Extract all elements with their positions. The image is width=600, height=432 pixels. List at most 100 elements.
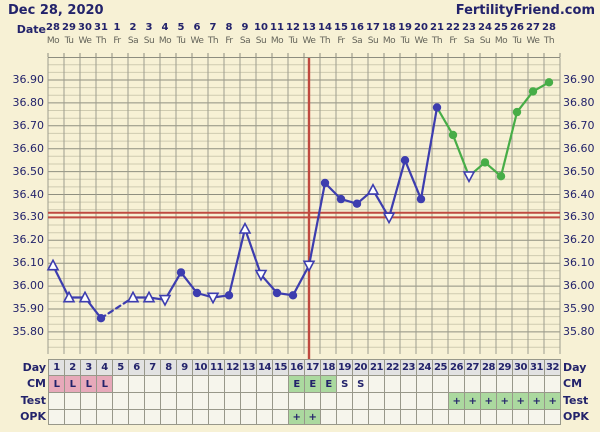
- opk-cell-7: [145, 410, 161, 425]
- day-cell-24[interactable]: 24: [417, 360, 433, 376]
- weekday-cell: Sa: [239, 36, 251, 46]
- data-point-day-1[interactable]: [46, 258, 60, 271]
- day-cell-2[interactable]: 2: [65, 360, 81, 376]
- row-label-right-cm: CM: [563, 377, 583, 390]
- data-point-day-30[interactable]: [512, 107, 522, 117]
- day-cell-32[interactable]: 32: [545, 360, 561, 376]
- data-point-day-14[interactable]: [254, 269, 268, 282]
- fertilityfriend-link[interactable]: FertilityFriend.com: [455, 3, 595, 18]
- cm-cell-16: E: [289, 376, 305, 393]
- date-cell: 30: [78, 22, 92, 33]
- data-point-day-22[interactable]: [382, 212, 396, 225]
- day-cell-5[interactable]: 5: [113, 360, 129, 376]
- data-point-day-21[interactable]: [366, 182, 380, 195]
- day-cell-1[interactable]: 1: [49, 360, 65, 376]
- date-cell: 19: [398, 22, 412, 33]
- cm-cell-14: [257, 376, 273, 393]
- opk-cell-20: [353, 410, 369, 425]
- data-point-day-9[interactable]: [176, 268, 186, 277]
- cm-cell-30: [513, 376, 529, 393]
- data-point-day-24[interactable]: [416, 194, 426, 204]
- opk-cell-31: [529, 410, 545, 425]
- day-cell-15[interactable]: 15: [273, 360, 289, 376]
- data-point-day-19[interactable]: [336, 194, 346, 204]
- test-cell-8: [161, 393, 177, 410]
- weekday-cell: We: [190, 36, 204, 46]
- test-cell-31: +: [529, 393, 545, 410]
- opk-cell-16: +: [289, 410, 305, 425]
- day-cell-16[interactable]: 16: [289, 360, 305, 376]
- opk-cell-1: [49, 410, 65, 425]
- data-point-day-10[interactable]: [192, 288, 202, 298]
- date-cell: 7: [209, 22, 217, 33]
- data-point-day-2[interactable]: [62, 290, 76, 303]
- data-point-day-29[interactable]: [496, 172, 506, 181]
- day-cell-11[interactable]: 11: [209, 360, 225, 376]
- date-cell: 28: [46, 22, 60, 33]
- data-point-day-25[interactable]: [432, 103, 442, 112]
- cm-cell-27: [465, 376, 481, 393]
- opk-cell-5: [113, 410, 129, 425]
- y-axis-label-left: 36.00: [12, 279, 45, 293]
- data-point-day-27[interactable]: [462, 171, 476, 184]
- row-label-right-day: Day: [563, 361, 587, 374]
- weekday-cell: We: [78, 36, 92, 46]
- day-cell-12[interactable]: 12: [225, 360, 241, 376]
- day-cell-10[interactable]: 10: [193, 360, 209, 376]
- data-point-day-32[interactable]: [544, 78, 554, 87]
- data-point-day-6[interactable]: [126, 290, 140, 303]
- data-point-day-15[interactable]: [272, 288, 282, 298]
- cm-cell-26: [449, 376, 465, 393]
- data-point-day-31[interactable]: [528, 87, 538, 96]
- date-cell: 2: [129, 22, 137, 33]
- day-cell-20[interactable]: 20: [353, 360, 369, 376]
- day-cell-9[interactable]: 9: [177, 360, 193, 376]
- cm-cell-3: L: [81, 376, 97, 393]
- data-point-day-18[interactable]: [320, 178, 330, 188]
- opk-cell-14: [257, 410, 273, 425]
- test-cell-2: [65, 393, 81, 410]
- day-cell-6[interactable]: 6: [129, 360, 145, 376]
- data-point-day-3[interactable]: [78, 290, 92, 303]
- day-cell-21[interactable]: 21: [369, 360, 385, 376]
- day-cell-14[interactable]: 14: [257, 360, 273, 376]
- data-point-day-17[interactable]: [302, 260, 316, 273]
- data-point-day-4[interactable]: [96, 314, 106, 323]
- data-point-day-13[interactable]: [238, 221, 252, 234]
- data-point-day-20[interactable]: [352, 199, 362, 208]
- day-cell-29[interactable]: 29: [497, 360, 513, 376]
- day-cell-23[interactable]: 23: [401, 360, 417, 376]
- day-cell-28[interactable]: 28: [481, 360, 497, 376]
- day-cell-27[interactable]: 27: [465, 360, 481, 376]
- opk-cell-10: [193, 410, 209, 425]
- day-cell-17[interactable]: 17: [305, 360, 321, 376]
- day-cell-19[interactable]: 19: [337, 360, 353, 376]
- weekday-cell: Fr: [337, 36, 345, 46]
- day-cell-18[interactable]: 18: [321, 360, 337, 376]
- test-cell-4: [97, 393, 113, 410]
- y-axis-label-left: 35.90: [12, 302, 45, 315]
- data-point-day-12[interactable]: [224, 291, 234, 300]
- day-cell-30[interactable]: 30: [513, 360, 529, 376]
- data-point-day-16[interactable]: [288, 291, 298, 300]
- day-cell-3[interactable]: 3: [81, 360, 97, 376]
- day-cell-26[interactable]: 26: [449, 360, 465, 376]
- data-point-day-26[interactable]: [448, 130, 458, 140]
- cm-cell-28: [481, 376, 497, 393]
- day-cell-22[interactable]: 22: [385, 360, 401, 376]
- data-point-day-23[interactable]: [400, 156, 410, 165]
- day-cell-13[interactable]: 13: [241, 360, 257, 376]
- day-cell-4[interactable]: 4: [97, 360, 113, 376]
- day-cell-7[interactable]: 7: [145, 360, 161, 376]
- data-point-day-28[interactable]: [480, 158, 490, 167]
- day-cell-31[interactable]: 31: [529, 360, 545, 376]
- data-point-day-11[interactable]: [206, 292, 220, 305]
- data-point-day-7[interactable]: [142, 290, 156, 303]
- test-cell-28: +: [481, 393, 497, 410]
- day-cell-25[interactable]: 25: [433, 360, 449, 376]
- data-point-day-8[interactable]: [158, 294, 172, 307]
- day-cell-8[interactable]: 8: [161, 360, 177, 376]
- date-cell: 31: [94, 22, 108, 33]
- data-points: [46, 78, 554, 323]
